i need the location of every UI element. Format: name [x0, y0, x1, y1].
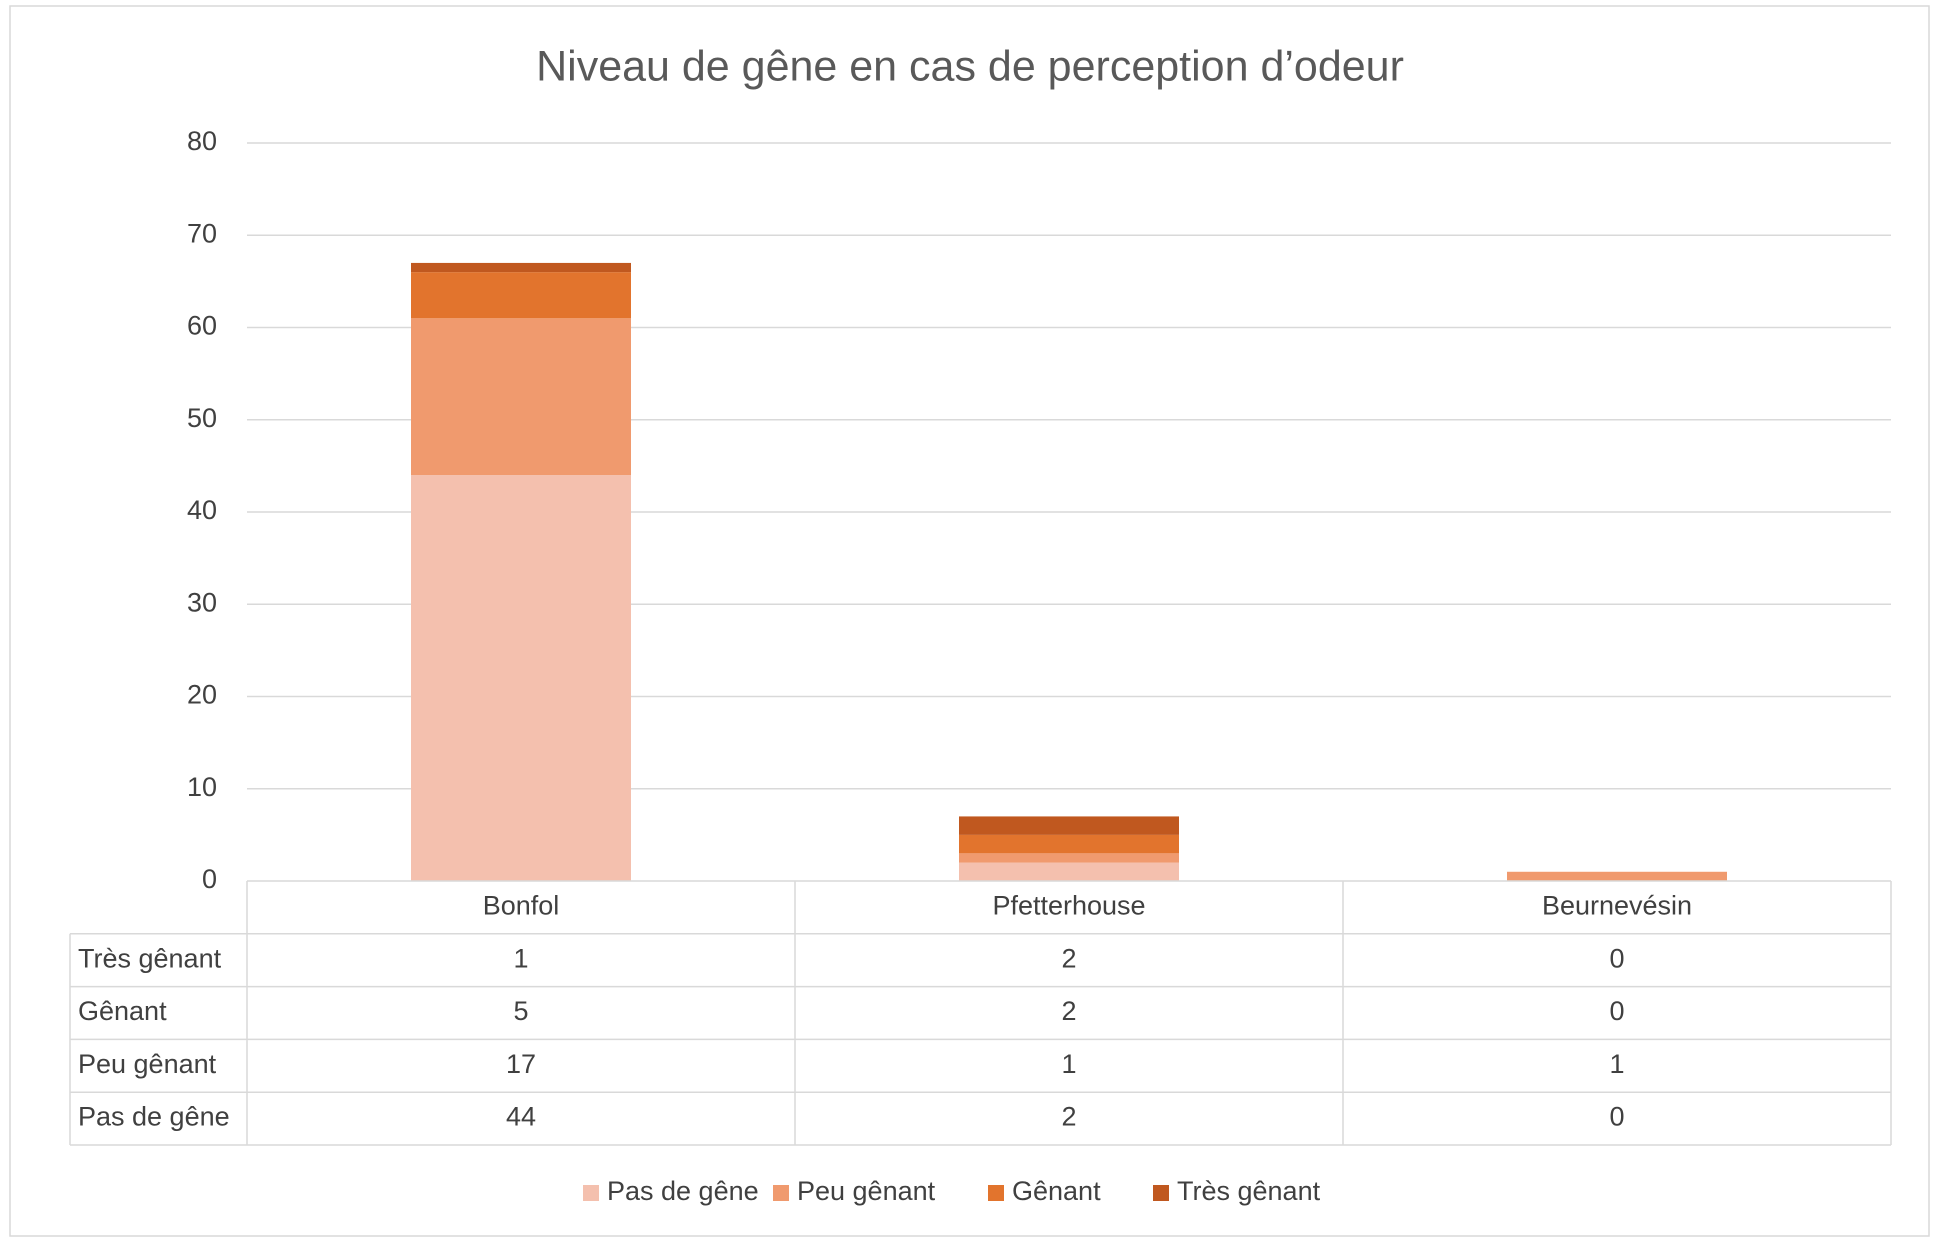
y-tick-label: 0	[202, 864, 217, 894]
legend-swatch	[773, 1185, 789, 1201]
y-tick-label: 70	[187, 218, 217, 248]
table-cell: 1	[1609, 1049, 1624, 1079]
table-cell: 2	[1061, 996, 1076, 1026]
table-row-label: Peu gênant	[78, 1049, 217, 1079]
y-tick-label: 20	[187, 680, 217, 710]
bar-segment	[411, 262, 631, 273]
bar-segment	[411, 475, 631, 881]
table-row-label: Pas de gêne	[78, 1102, 230, 1132]
bar-segment	[959, 816, 1179, 835]
table-cell: 17	[506, 1049, 536, 1079]
y-tick-label: 30	[187, 587, 217, 617]
y-tick-label: 40	[187, 495, 217, 525]
legend-swatch	[583, 1185, 599, 1201]
y-tick-label: 50	[187, 403, 217, 433]
table-row-label: Très gênant	[78, 943, 222, 973]
y-tick-label: 80	[187, 126, 217, 156]
legend-label: Peu gênant	[797, 1176, 936, 1206]
table-cell: 0	[1609, 1102, 1624, 1132]
table-cell: 2	[1061, 943, 1076, 973]
table-cell: 0	[1609, 996, 1624, 1026]
legend-swatch	[988, 1185, 1004, 1201]
table-cell: 0	[1609, 943, 1624, 973]
table-cell: 5	[513, 996, 528, 1026]
legend-label: Très gênant	[1177, 1176, 1321, 1206]
x-tick-label: Pfetterhouse	[992, 891, 1145, 921]
bar-segment	[959, 862, 1179, 881]
table-cell: 1	[1061, 1049, 1076, 1079]
legend-label: Pas de gêne	[607, 1176, 759, 1206]
bar-segment	[959, 834, 1179, 854]
table-cell: 44	[506, 1102, 536, 1132]
legend-label: Gênant	[1012, 1176, 1101, 1206]
bar-segment	[411, 318, 631, 476]
bar-segment	[1507, 871, 1727, 881]
table-row-label: Gênant	[78, 996, 167, 1026]
x-tick-label: Bonfol	[483, 891, 560, 921]
legend-swatch	[1153, 1185, 1169, 1201]
y-tick-label: 60	[187, 311, 217, 341]
chart-border	[9, 5, 1930, 1237]
chart-title: Niveau de gêne en cas de perception d’od…	[536, 42, 1404, 90]
bar-segment	[411, 272, 631, 319]
table-cell: 1	[513, 943, 528, 973]
x-tick-label: Beurnevésin	[1542, 891, 1692, 921]
bar-segment	[959, 853, 1179, 863]
y-tick-label: 10	[187, 772, 217, 802]
table-cell: 2	[1061, 1102, 1076, 1132]
